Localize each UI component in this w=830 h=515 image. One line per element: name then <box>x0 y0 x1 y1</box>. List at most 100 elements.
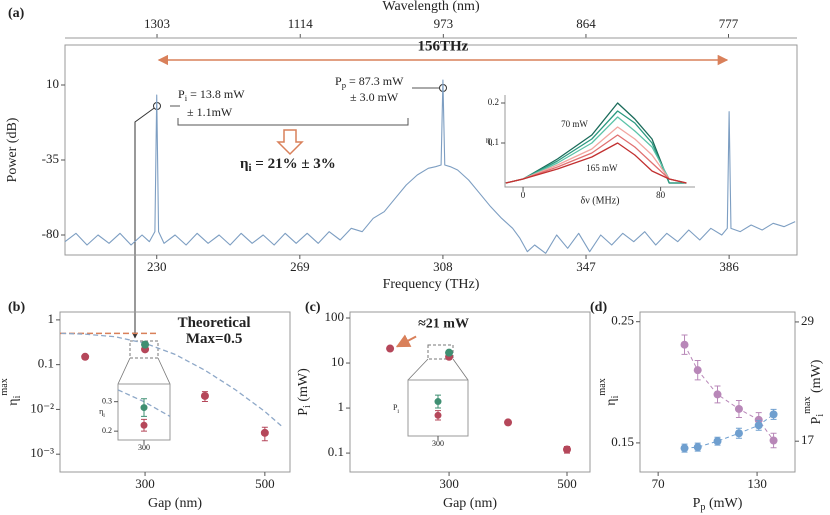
y-axis-label-part: P <box>296 408 311 416</box>
y-tick-label: 0.1 <box>328 444 344 459</box>
plot-frame <box>349 311 591 473</box>
data-point <box>769 410 778 419</box>
plot-frame <box>64 44 798 256</box>
x-axis-label-part: (mW) <box>705 496 742 511</box>
y-axis-label-part: i <box>397 409 399 415</box>
data-point <box>734 404 743 413</box>
x-tick-label: 386 <box>719 259 739 274</box>
line-series <box>505 142 687 184</box>
data-point <box>563 445 572 454</box>
fit-line <box>684 413 774 449</box>
x-tick-label: 300 <box>439 476 459 491</box>
panel-label: (c) <box>305 300 321 315</box>
model-curve <box>61 332 284 428</box>
y-tick-label: 1 <box>338 399 345 414</box>
y-tick-label: 10⁻³ <box>30 445 54 460</box>
y-axis-label: ηi <box>486 135 493 148</box>
pump-power-error: ± 3.0 mW <box>350 90 399 104</box>
y-axis-label-part: i <box>490 141 492 148</box>
y-tick-label: 0.1 <box>38 356 54 371</box>
x2-tick-label: 973 <box>434 16 454 31</box>
idler-power-error: ± 1.1mW <box>187 105 233 119</box>
data-point <box>680 340 689 349</box>
efficiency-label-part: i <box>249 162 252 174</box>
zoom-lines <box>407 358 469 381</box>
y-axis-label-part: max <box>0 378 10 395</box>
x-tick-label: 80 <box>656 190 666 200</box>
panel-label: (a) <box>8 6 25 21</box>
idler-power-label: Pi = 13.8 mW <box>178 87 245 103</box>
y-tick-label: 10⁻² <box>30 400 54 415</box>
y-axis-label-part: (mW) <box>296 368 311 405</box>
x-tick-label: 300 <box>432 439 444 448</box>
panel-label: (d) <box>590 300 607 315</box>
series-label: 165 mW <box>586 163 618 173</box>
y-axis-label-part: P <box>393 403 398 412</box>
x-axis-label-part: p <box>700 502 705 513</box>
y-tick-label: 0.15 <box>611 434 634 449</box>
x-tick-label: 300 <box>138 443 150 452</box>
pump-power-label-part: = 87.3 mW <box>346 74 404 88</box>
y-axis-label: ηimax <box>0 378 23 406</box>
zoom-box <box>129 340 159 359</box>
data-point <box>693 366 702 375</box>
y-axis-label: Power (dB) <box>5 117 20 182</box>
data-point <box>693 443 702 452</box>
y-tick-label: 0.3 <box>102 397 112 406</box>
y-tick-label: 10 <box>331 354 344 369</box>
plot-frame <box>639 311 796 473</box>
pump-power-label: Pp = 87.3 mW <box>335 74 404 90</box>
y-axis-label-part: max <box>597 378 608 395</box>
x-tick-label: 500 <box>557 476 577 491</box>
panel-label: (b) <box>8 300 25 315</box>
x-tick-label: 230 <box>147 259 167 274</box>
x-axis-label-part: P <box>693 496 701 511</box>
x-tick-label: 347 <box>576 259 596 274</box>
down-arrow <box>276 129 304 156</box>
series-label: 70 mW <box>561 119 588 129</box>
x2-tick-label: 864 <box>576 16 596 31</box>
idler-power-label-part: i <box>185 93 188 103</box>
y-axis-label: Pi (mW) <box>296 368 313 416</box>
pump-power-label-part: p <box>342 80 346 90</box>
y-tick-label: 100 <box>325 309 345 324</box>
y-tick-label: 1 <box>48 311 55 326</box>
x-tick-label: 70 <box>652 476 665 491</box>
span-label: 156THz <box>418 38 469 54</box>
pump-power-label-part: P <box>335 74 342 88</box>
y-axis-label-part: η <box>99 407 103 416</box>
data-point <box>260 428 269 437</box>
data-point <box>141 340 150 349</box>
y2-axis-label-part: max <box>802 396 813 413</box>
x-axis-label: Gap (nm) <box>148 496 202 511</box>
y-axis-label-part: η <box>486 135 491 145</box>
data-point <box>754 421 763 430</box>
limit-label: Max=0.5 <box>186 331 242 347</box>
x2-axis-label: Wavelength (nm) <box>382 0 480 14</box>
line-series <box>64 79 796 254</box>
data-point <box>445 348 454 357</box>
y-tick-label: 0.25 <box>611 313 634 328</box>
data-point <box>81 352 90 361</box>
x-tick-label: 300 <box>135 476 155 491</box>
efficiency-label-part: η <box>240 156 249 172</box>
x-axis-label: Frequency (THz) <box>383 277 480 292</box>
x-tick-label: 500 <box>255 476 275 491</box>
y-axis-label-part: η <box>6 398 21 405</box>
data-point <box>734 429 743 438</box>
idler-power-label-part: P <box>178 87 185 101</box>
plot-axes <box>504 95 695 188</box>
data-point <box>504 418 513 427</box>
x-tick-label: 0 <box>521 190 526 200</box>
x-axis-label: δν (MHz) <box>581 195 620 206</box>
y-axis-label: Pi <box>393 403 399 416</box>
note-arrow <box>395 334 417 348</box>
y-axis-label-part: η <box>604 398 619 405</box>
x2-tick-label: 1114 <box>288 16 314 31</box>
data-point <box>200 391 209 400</box>
data-point <box>386 344 395 353</box>
data-point <box>713 437 722 446</box>
data-point <box>140 404 148 412</box>
